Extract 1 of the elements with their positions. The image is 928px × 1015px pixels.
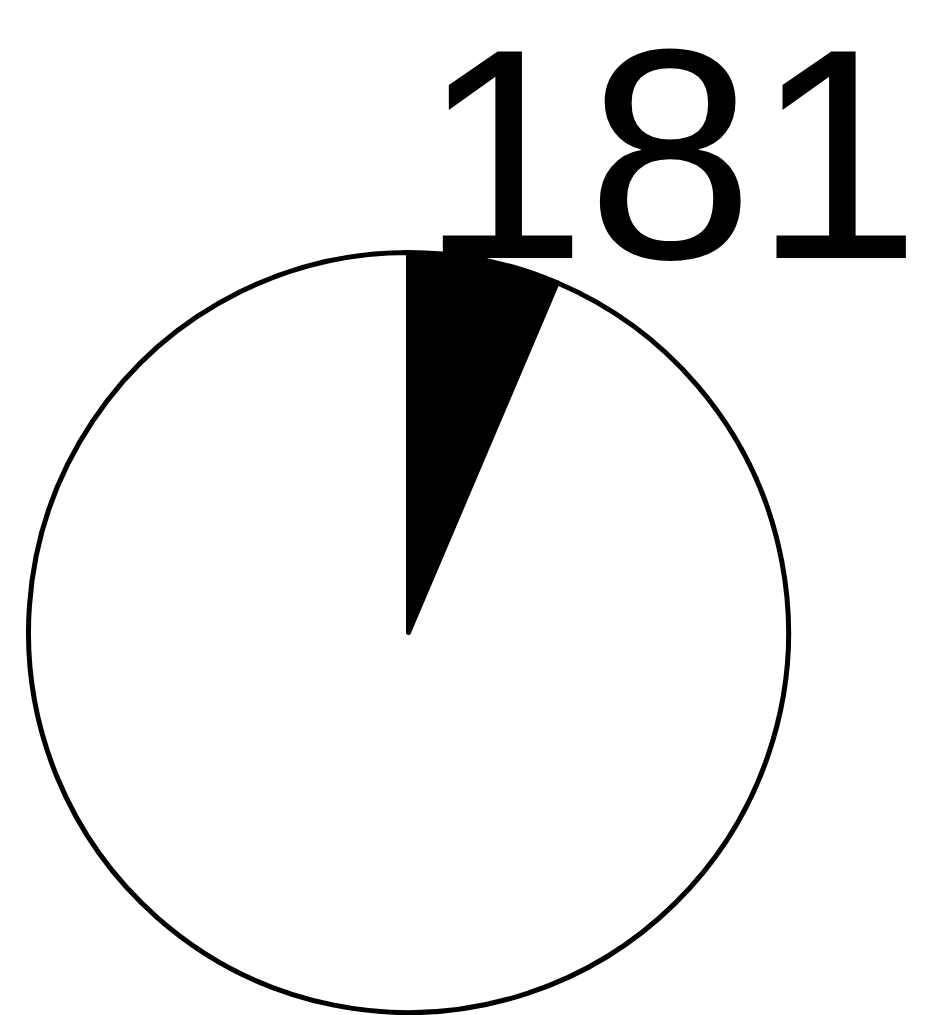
chart-title: 181 (419, 0, 921, 322)
